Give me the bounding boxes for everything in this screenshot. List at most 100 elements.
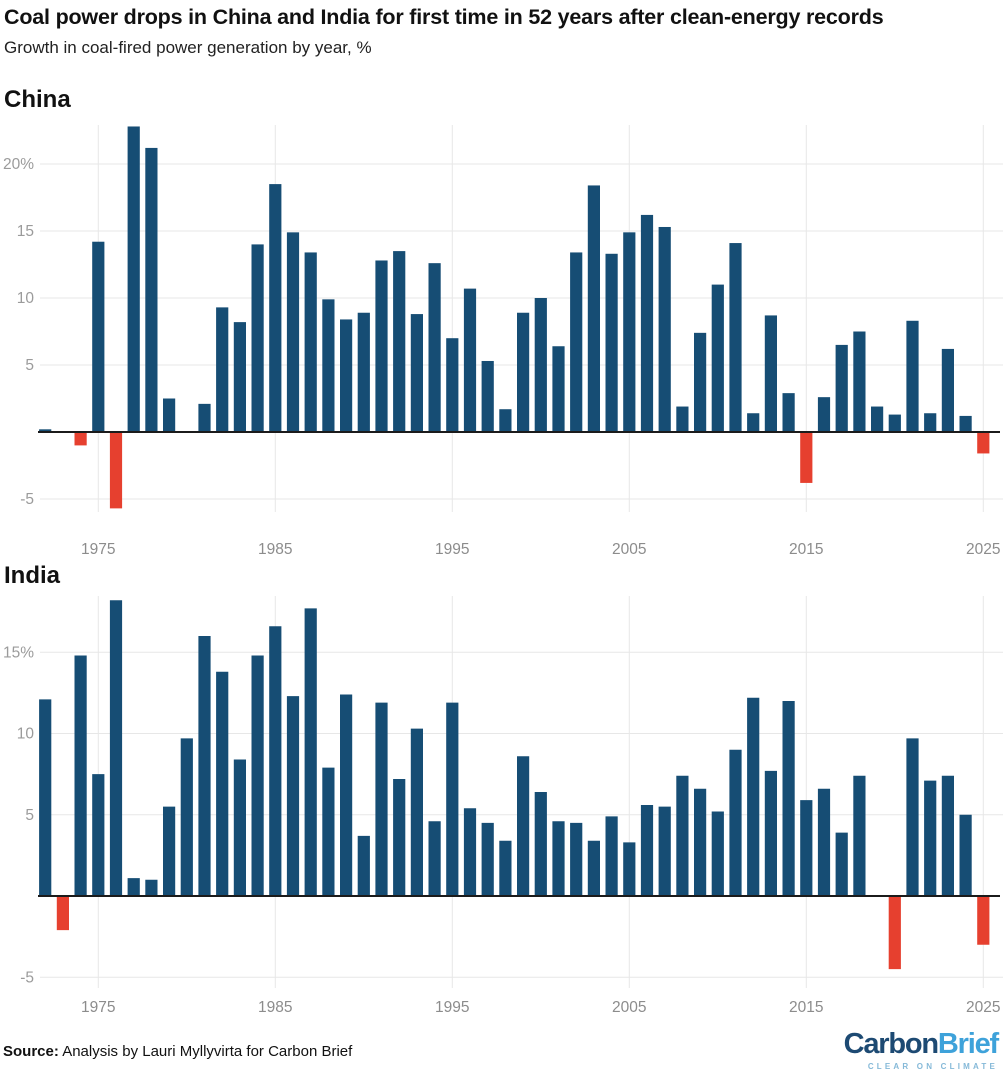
bar-india-1980 <box>180 738 193 896</box>
bar-india-1988 <box>322 767 335 896</box>
bar-china-1982 <box>216 307 229 432</box>
china-section-title: China <box>4 86 71 113</box>
x-tick-label-2015: 2015 <box>789 541 823 558</box>
bar-china-2005 <box>623 232 636 432</box>
bar-china-2006 <box>640 214 654 432</box>
logo-brief-text: Brief <box>937 1028 999 1060</box>
bar-india-1985 <box>269 626 282 896</box>
bar-china-1987 <box>304 252 317 432</box>
x-tick-label-1985: 1985 <box>258 999 292 1016</box>
bar-india-2007 <box>658 806 671 896</box>
bar-china-1975 <box>92 241 105 432</box>
page-subtitle: Growth in coal-fired power generation by… <box>4 38 372 57</box>
bar-china-1992 <box>393 251 406 432</box>
bar-india-1976 <box>109 600 123 896</box>
bar-india-1996 <box>463 808 477 896</box>
bar-china-1993 <box>410 314 423 432</box>
y-tick-label-10: 10 <box>17 290 35 307</box>
bar-india-2008 <box>676 775 689 896</box>
bar-china-1996 <box>463 288 477 432</box>
logo-carbon-text: Carbon <box>843 1028 940 1060</box>
bar-india-1973 <box>56 896 69 931</box>
bar-china-1994 <box>428 263 441 432</box>
y-tick-label--5: -5 <box>20 491 34 508</box>
bar-china-1983 <box>233 322 246 432</box>
bar-india-2014 <box>782 701 795 896</box>
bar-china-1978 <box>145 147 158 433</box>
bar-china-1988 <box>322 299 335 432</box>
bar-india-2003 <box>587 840 600 896</box>
bar-china-2014 <box>782 393 795 432</box>
logo-tagline: CLEAR ON CLIMATE <box>867 1062 998 1071</box>
bar-india-2016 <box>817 788 831 896</box>
bar-india-2013 <box>764 770 777 896</box>
bar-china-1974 <box>74 432 87 446</box>
bar-china-2024 <box>959 415 972 432</box>
bar-india-1998 <box>499 840 512 896</box>
bar-india-2017 <box>835 832 848 896</box>
bar-china-2022 <box>924 413 937 432</box>
y-tick-label-15: 15 <box>17 223 34 240</box>
bar-china-2004 <box>605 253 618 432</box>
bar-india-2005 <box>623 842 636 896</box>
china-chart: 20% 15 10 5 -5 1975 1985 1995 2005 2015 2025 <box>3 125 1003 558</box>
source-note: Source: Analysis by Lauri Myllyvirta for… <box>3 1043 352 1060</box>
bar-india-1989 <box>340 694 353 896</box>
x-tick-label-1975: 1975 <box>81 999 115 1016</box>
bar-india-2002 <box>570 822 583 896</box>
bar-china-2021 <box>906 320 919 432</box>
bar-china-2000 <box>534 298 547 432</box>
bar-china-1998 <box>499 409 512 432</box>
bar-india-2006 <box>640 805 654 896</box>
x-tick-label-1985: 1985 <box>258 541 292 558</box>
bar-china-1977 <box>127 126 140 433</box>
bar-india-2010 <box>711 811 724 896</box>
bar-china-1989 <box>340 319 353 432</box>
bar-india-2015 <box>800 800 813 896</box>
bar-india-2011 <box>729 749 742 896</box>
bar-india-2023 <box>941 775 954 896</box>
carbonbrief-logo-wordmark: CarbonBrief <box>843 1028 1000 1060</box>
bar-india-2018 <box>853 775 866 896</box>
bar-china-2015 <box>800 432 813 483</box>
x-tick-label-2005: 2005 <box>612 999 646 1016</box>
y-tick-label-5: 5 <box>25 807 34 824</box>
bar-china-2003 <box>587 185 600 432</box>
bar-india-1999 <box>517 756 530 896</box>
bar-china-1986 <box>286 232 300 432</box>
bar-india-1972 <box>39 699 52 896</box>
bar-china-2002 <box>570 252 583 432</box>
bar-china-2019 <box>871 406 884 432</box>
bar-china-2008 <box>676 406 689 432</box>
bar-india-1986 <box>286 696 300 896</box>
bar-china-1990 <box>357 312 370 432</box>
bar-india-1979 <box>163 806 176 896</box>
bar-india-2021 <box>906 738 919 896</box>
bar-india-1992 <box>393 779 406 896</box>
y-tick-label-20: 20% <box>3 156 34 173</box>
bar-india-2012 <box>747 697 760 896</box>
x-tick-label-2025: 2025 <box>966 999 1000 1016</box>
y-tick-label--5: -5 <box>20 969 34 986</box>
bar-china-2010 <box>711 284 724 432</box>
bar-china-2016 <box>817 397 831 432</box>
y-tick-label-5: 5 <box>25 357 34 374</box>
bar-india-1982 <box>216 671 229 896</box>
bar-india-2020 <box>888 896 901 970</box>
bar-china-2012 <box>747 413 760 432</box>
bar-india-1997 <box>481 822 494 896</box>
bar-india-2004 <box>605 816 618 896</box>
bar-india-1987 <box>304 608 317 896</box>
bar-india-1995 <box>446 702 459 896</box>
bar-india-1981 <box>198 636 211 896</box>
carbonbrief-logo: CarbonBrief CLEAR ON CLIMATE <box>843 1028 1000 1071</box>
bar-china-1976 <box>109 432 123 509</box>
bar-india-1975 <box>92 774 105 896</box>
bar-china-2018 <box>853 331 866 432</box>
bar-india-1993 <box>410 728 423 896</box>
bar-india-2009 <box>694 788 707 896</box>
bar-china-2001 <box>552 346 565 432</box>
india-chart: 15% 10 5 -5 1975 1985 1995 2005 2015 2025 <box>3 596 1003 1016</box>
bar-india-1978 <box>145 879 158 896</box>
x-tick-label-2005: 2005 <box>612 541 646 558</box>
